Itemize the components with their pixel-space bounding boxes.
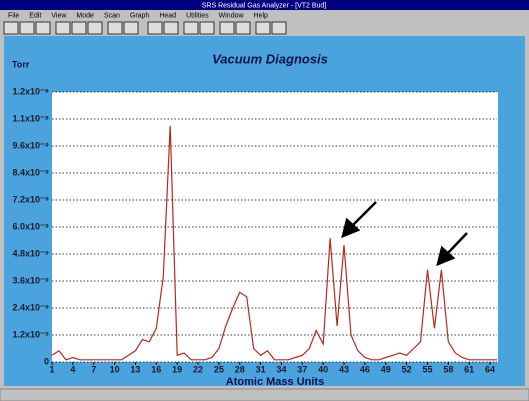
x-tick-label: 40	[318, 364, 328, 374]
tool-button[interactable]	[72, 22, 86, 34]
tool-button[interactable]	[108, 22, 122, 34]
y-tick-label: 3.6x10⁻⁹	[12, 275, 49, 285]
tool-button[interactable]	[56, 22, 70, 34]
x-tick-label: 43	[339, 364, 349, 374]
tool-button[interactable]	[20, 22, 34, 34]
menu-item[interactable]: Utilities	[186, 12, 209, 19]
tool-button[interactable]	[4, 22, 18, 34]
y-tick-label: 1.1x10⁻⁸	[12, 113, 49, 123]
x-tick-label: 16	[151, 364, 161, 374]
x-tick-label: 13	[130, 364, 140, 374]
menu-item[interactable]: Head	[159, 12, 176, 19]
x-tick-label: 22	[193, 364, 203, 374]
y-tick-label: 8.4x10⁻⁹	[12, 167, 49, 177]
x-tick-label: 10	[110, 364, 120, 374]
x-tick-label: 31	[256, 364, 266, 374]
window-title: SRS Residual Gas Analyzer - [VT2 Bud]	[202, 2, 327, 9]
tool-button[interactable]	[184, 22, 198, 34]
x-tick-label: 28	[235, 364, 245, 374]
y-axis-label: Torr	[12, 59, 30, 69]
x-tick-label: 4	[70, 364, 75, 374]
tool-button[interactable]	[256, 22, 270, 34]
tool-button[interactable]	[200, 22, 214, 34]
tool-button[interactable]	[124, 22, 138, 34]
x-tick-label: 55	[422, 364, 432, 374]
x-tick-label: 37	[297, 364, 307, 374]
x-tick-label: 49	[381, 364, 391, 374]
x-tick-label: 64	[485, 364, 495, 374]
y-tick-label: 0	[44, 356, 49, 366]
menu-item[interactable]: View	[51, 12, 67, 19]
x-tick-label: 58	[443, 364, 453, 374]
tool-button[interactable]	[272, 22, 286, 34]
menu-item[interactable]: Scan	[104, 12, 120, 19]
app-window: SRS Residual Gas Analyzer - [VT2 Bud] Fi…	[0, 0, 529, 401]
menu-item[interactable]: Graph	[130, 12, 150, 19]
y-tick-label: 6.0x10⁻⁹	[12, 221, 49, 231]
menu-item[interactable]: Help	[254, 12, 269, 19]
chart-title: Vacuum Diagnosis	[212, 51, 328, 66]
menu-item[interactable]: Edit	[29, 12, 41, 19]
status-bar	[0, 389, 529, 401]
menu-item[interactable]: File	[8, 12, 19, 19]
x-tick-label: 52	[402, 364, 412, 374]
x-tick-label: 7	[91, 364, 96, 374]
tool-button[interactable]	[220, 22, 234, 34]
x-tick-label: 1	[49, 364, 54, 374]
x-tick-label: 34	[276, 364, 286, 374]
tool-button[interactable]	[36, 22, 50, 34]
menu-item[interactable]: Mode	[76, 12, 94, 19]
y-tick-label: 1.2x10⁻⁹	[12, 329, 49, 339]
tool-button[interactable]	[88, 22, 102, 34]
y-tick-label: 9.6x10⁻⁹	[12, 140, 49, 150]
y-tick-label: 4.8x10⁻⁹	[12, 248, 49, 258]
menu-item[interactable]: Window	[219, 12, 245, 19]
tool-button[interactable]	[236, 22, 250, 34]
x-tick-label: 61	[464, 364, 474, 374]
x-tick-label: 25	[214, 364, 224, 374]
tool-button[interactable]	[148, 22, 162, 34]
x-axis-label: Atomic Mass Units	[226, 376, 324, 388]
y-tick-label: 7.2x10⁻⁹	[12, 194, 49, 204]
y-tick-label: 2.4x10⁻⁹	[12, 302, 49, 312]
tool-button[interactable]	[164, 22, 178, 34]
y-tick-label: 1.2x10⁻⁸	[12, 86, 49, 96]
x-tick-label: 46	[360, 364, 370, 374]
x-tick-label: 19	[172, 364, 182, 374]
